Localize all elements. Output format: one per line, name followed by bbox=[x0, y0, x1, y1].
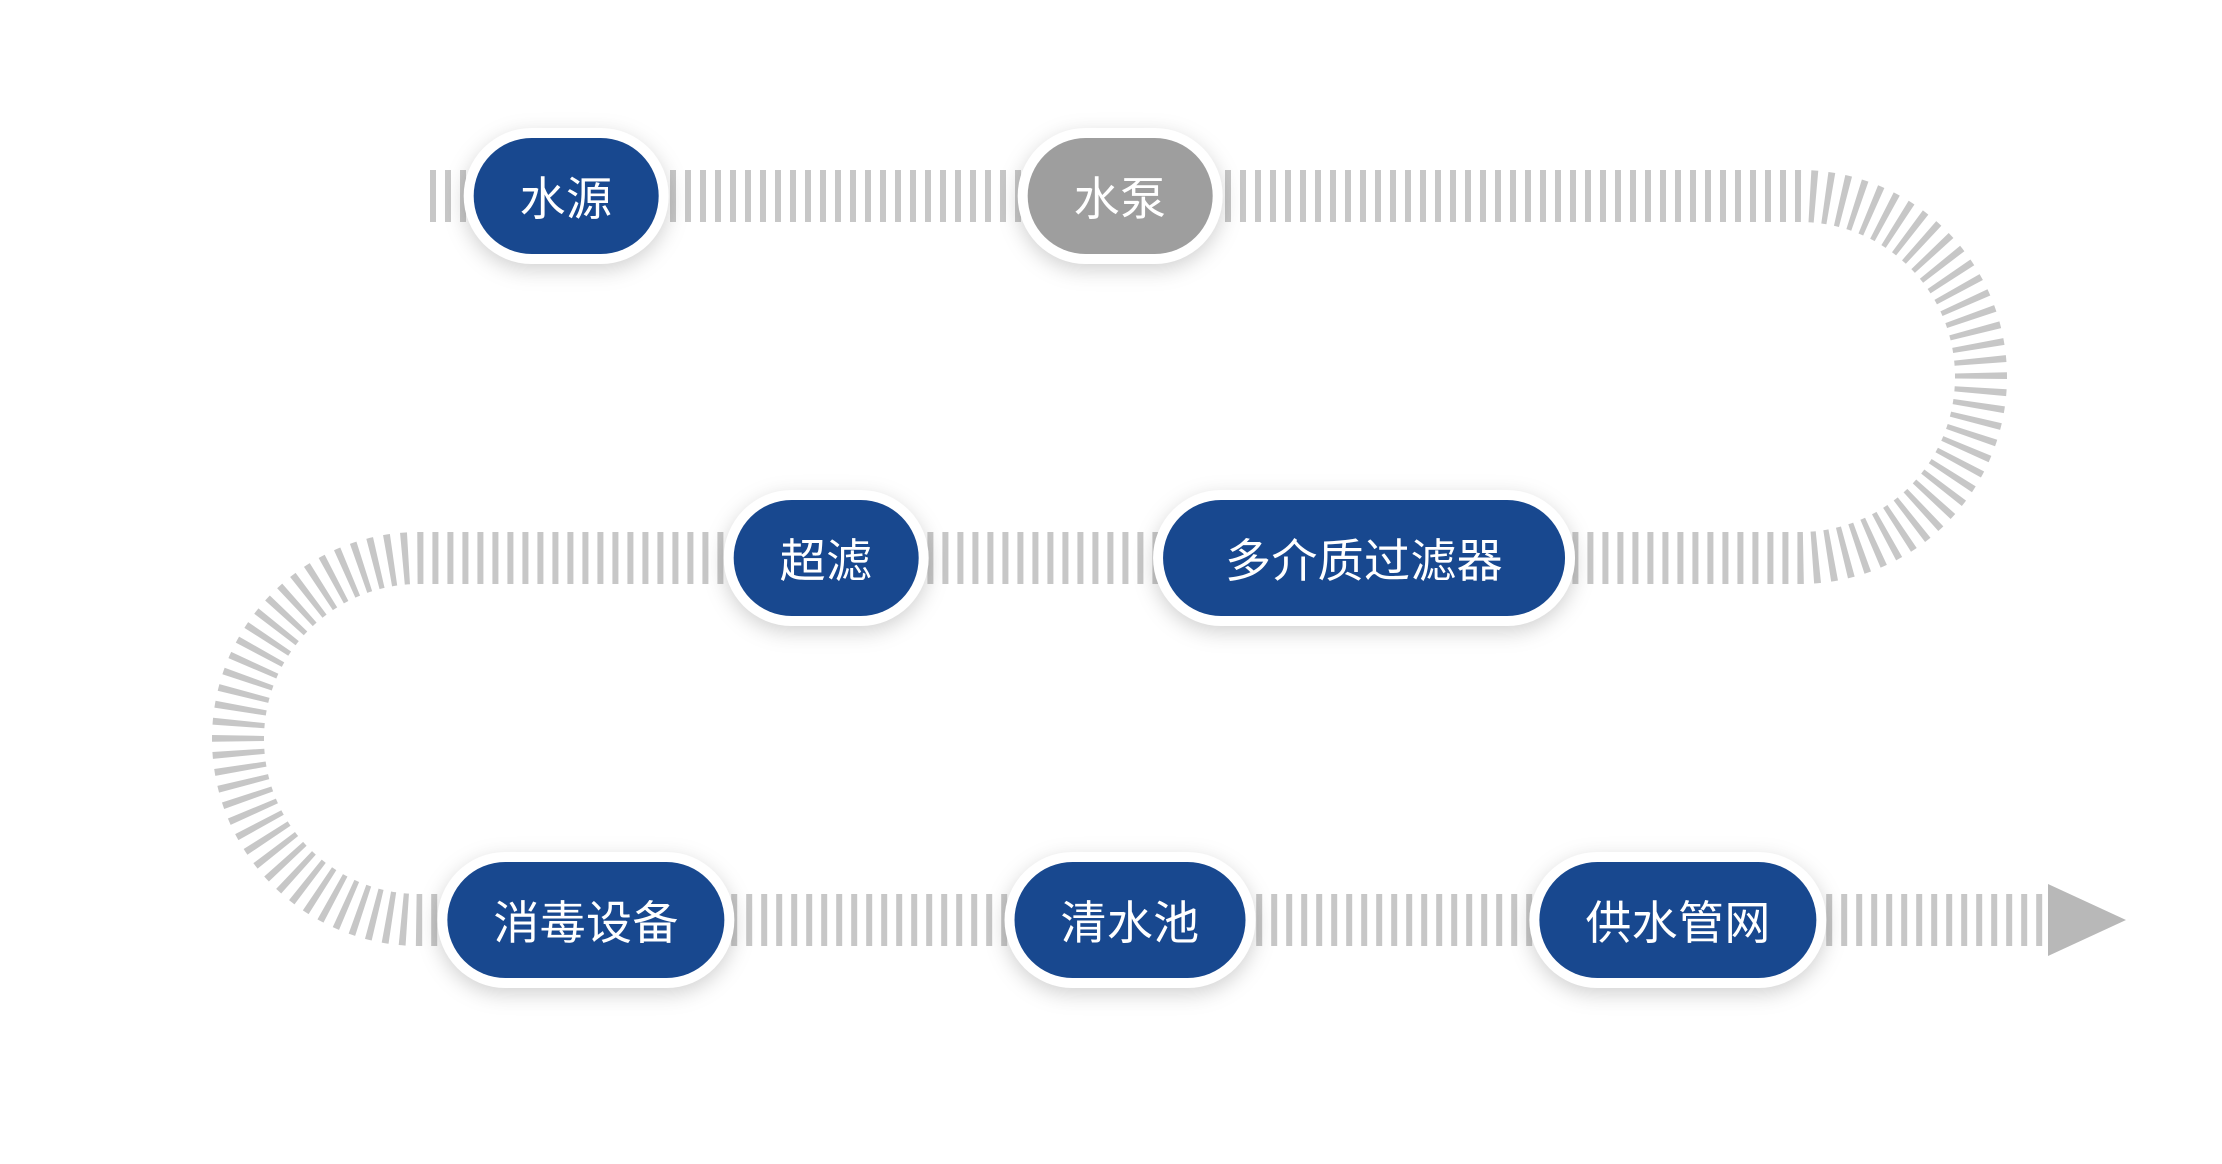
track-arrowhead bbox=[2048, 884, 2126, 956]
node-label: 多介质过滤器 bbox=[1225, 525, 1503, 591]
node-supply-network: 供水管网 bbox=[1539, 862, 1816, 978]
flowchart-canvas: 水源 水泵 多介质过滤器 超滤 消毒设备 清水池 供水管网 bbox=[0, 0, 2222, 1164]
node-label: 水源 bbox=[520, 163, 613, 229]
node-ultrafiltration: 超滤 bbox=[734, 500, 919, 616]
node-label: 供水管网 bbox=[1585, 887, 1770, 953]
track-path bbox=[238, 196, 2045, 920]
node-disinfection: 消毒设备 bbox=[447, 862, 724, 978]
node-pump: 水泵 bbox=[1028, 138, 1213, 254]
node-label: 水泵 bbox=[1074, 163, 1167, 229]
node-label: 清水池 bbox=[1061, 887, 1200, 953]
node-label: 消毒设备 bbox=[493, 887, 678, 953]
node-label: 超滤 bbox=[780, 525, 873, 591]
node-water-source: 水源 bbox=[474, 138, 659, 254]
node-multimedia-filter: 多介质过滤器 bbox=[1163, 500, 1565, 616]
node-clear-water-tank: 清水池 bbox=[1015, 862, 1246, 978]
